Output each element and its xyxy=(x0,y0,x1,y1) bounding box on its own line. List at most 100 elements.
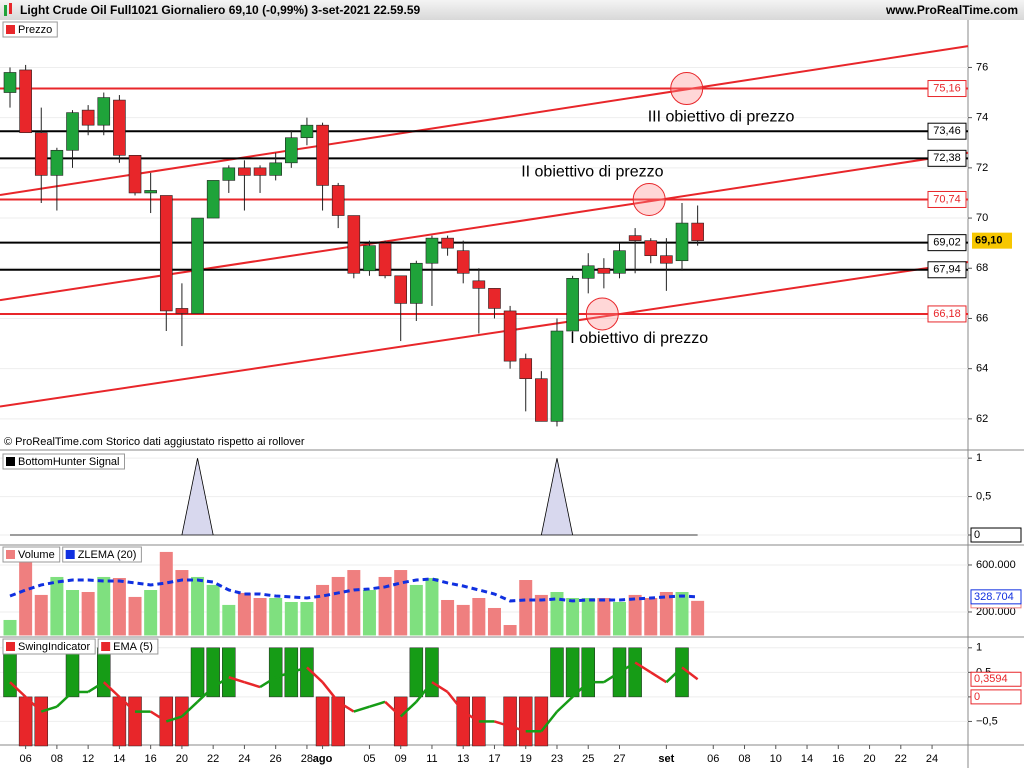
line-segment xyxy=(290,666,308,674)
bar xyxy=(97,576,111,636)
bar xyxy=(159,696,174,747)
y-tick-label: 0,5 xyxy=(976,490,991,502)
line-segment xyxy=(446,691,465,713)
line-segment xyxy=(56,691,74,708)
candle-body xyxy=(347,215,361,274)
legend-label: EMA (5) xyxy=(113,641,153,653)
level-label: 73,46 xyxy=(933,125,961,137)
bar xyxy=(519,580,533,636)
line-segment xyxy=(228,676,245,684)
legend-icon xyxy=(6,25,15,34)
value-label-box xyxy=(970,671,1022,687)
bar xyxy=(268,647,283,698)
candle-body xyxy=(597,267,611,274)
bar xyxy=(284,601,298,636)
candle-body xyxy=(144,190,157,194)
bar xyxy=(456,604,470,636)
x-tick-label: 20 xyxy=(176,753,188,765)
candle-body xyxy=(550,330,564,422)
level-label: 75,16 xyxy=(933,82,961,94)
level-label: 66,18 xyxy=(933,308,961,320)
line-segment xyxy=(681,666,699,681)
candle-body xyxy=(238,167,251,176)
trend-line xyxy=(0,151,969,302)
line-segment xyxy=(118,695,136,713)
bar xyxy=(565,647,580,698)
bar xyxy=(331,576,345,636)
value-label: 328.704 xyxy=(974,591,1014,603)
y-tick-label: 64 xyxy=(976,363,988,375)
bar xyxy=(472,597,486,636)
bar xyxy=(222,604,236,636)
bar xyxy=(222,647,236,698)
bar xyxy=(128,596,142,636)
y-tick-label: 600.000 xyxy=(976,559,1016,571)
x-tick-label: 20 xyxy=(863,753,875,765)
candle-body xyxy=(503,310,517,362)
bar xyxy=(441,599,455,636)
candle-body xyxy=(675,222,689,262)
line-segment xyxy=(102,681,121,698)
bar xyxy=(566,597,580,636)
line-segment xyxy=(384,700,402,718)
signal-area xyxy=(10,458,698,536)
bar xyxy=(66,590,80,636)
x-tick-label: 23 xyxy=(551,753,563,765)
bar xyxy=(206,584,220,636)
line-segment xyxy=(618,661,636,674)
candle-body xyxy=(316,124,329,186)
x-tick-label: 05 xyxy=(363,753,375,765)
candle-body xyxy=(66,112,79,151)
header-bar xyxy=(0,0,1024,20)
line-segment xyxy=(196,686,215,703)
candle-body xyxy=(441,237,454,249)
bar xyxy=(581,597,595,636)
bar xyxy=(3,647,17,698)
x-tick-label: 08 xyxy=(738,753,750,765)
bar xyxy=(128,696,142,747)
bar xyxy=(518,696,533,747)
candle-body xyxy=(269,162,282,176)
x-tick-label: 24 xyxy=(238,753,250,765)
legend-icon xyxy=(6,550,15,559)
x-tick-label: 22 xyxy=(207,753,219,765)
x-tick-label: 09 xyxy=(395,753,407,765)
line-segment xyxy=(149,710,167,723)
bar xyxy=(112,696,127,747)
line-segment xyxy=(244,680,261,689)
candle-body xyxy=(19,69,32,134)
candle-body xyxy=(644,240,658,257)
bar xyxy=(34,594,48,636)
candle-body xyxy=(285,137,298,164)
line-segment xyxy=(509,725,527,733)
bar xyxy=(34,696,49,747)
candle-body xyxy=(34,132,48,176)
line-segment xyxy=(634,661,652,674)
bar xyxy=(659,591,673,636)
bar xyxy=(612,601,626,636)
bar xyxy=(425,578,439,636)
bar xyxy=(50,576,64,636)
x-tick-label: 26 xyxy=(270,753,282,765)
candle-body xyxy=(394,275,408,304)
y-tick-label: 68 xyxy=(976,262,988,274)
x-tick-label: 13 xyxy=(457,753,469,765)
bar xyxy=(65,647,80,698)
bar xyxy=(97,647,111,698)
value-label-box xyxy=(970,689,1022,705)
line-segment xyxy=(494,720,511,728)
bar xyxy=(628,594,642,636)
line-segment xyxy=(353,705,370,713)
y-tick-label: 76 xyxy=(976,61,988,73)
bar xyxy=(3,619,17,636)
candle-body xyxy=(488,288,501,309)
bar xyxy=(534,696,549,747)
candle-body xyxy=(613,250,626,274)
line-segment xyxy=(603,671,621,684)
legend-label: ZLEMA (20) xyxy=(78,549,137,561)
y-tick-label: 66 xyxy=(976,312,988,324)
bar xyxy=(237,592,251,636)
candle-body xyxy=(425,237,439,264)
x-tick-label: 10 xyxy=(770,753,782,765)
candle-body xyxy=(50,149,64,176)
